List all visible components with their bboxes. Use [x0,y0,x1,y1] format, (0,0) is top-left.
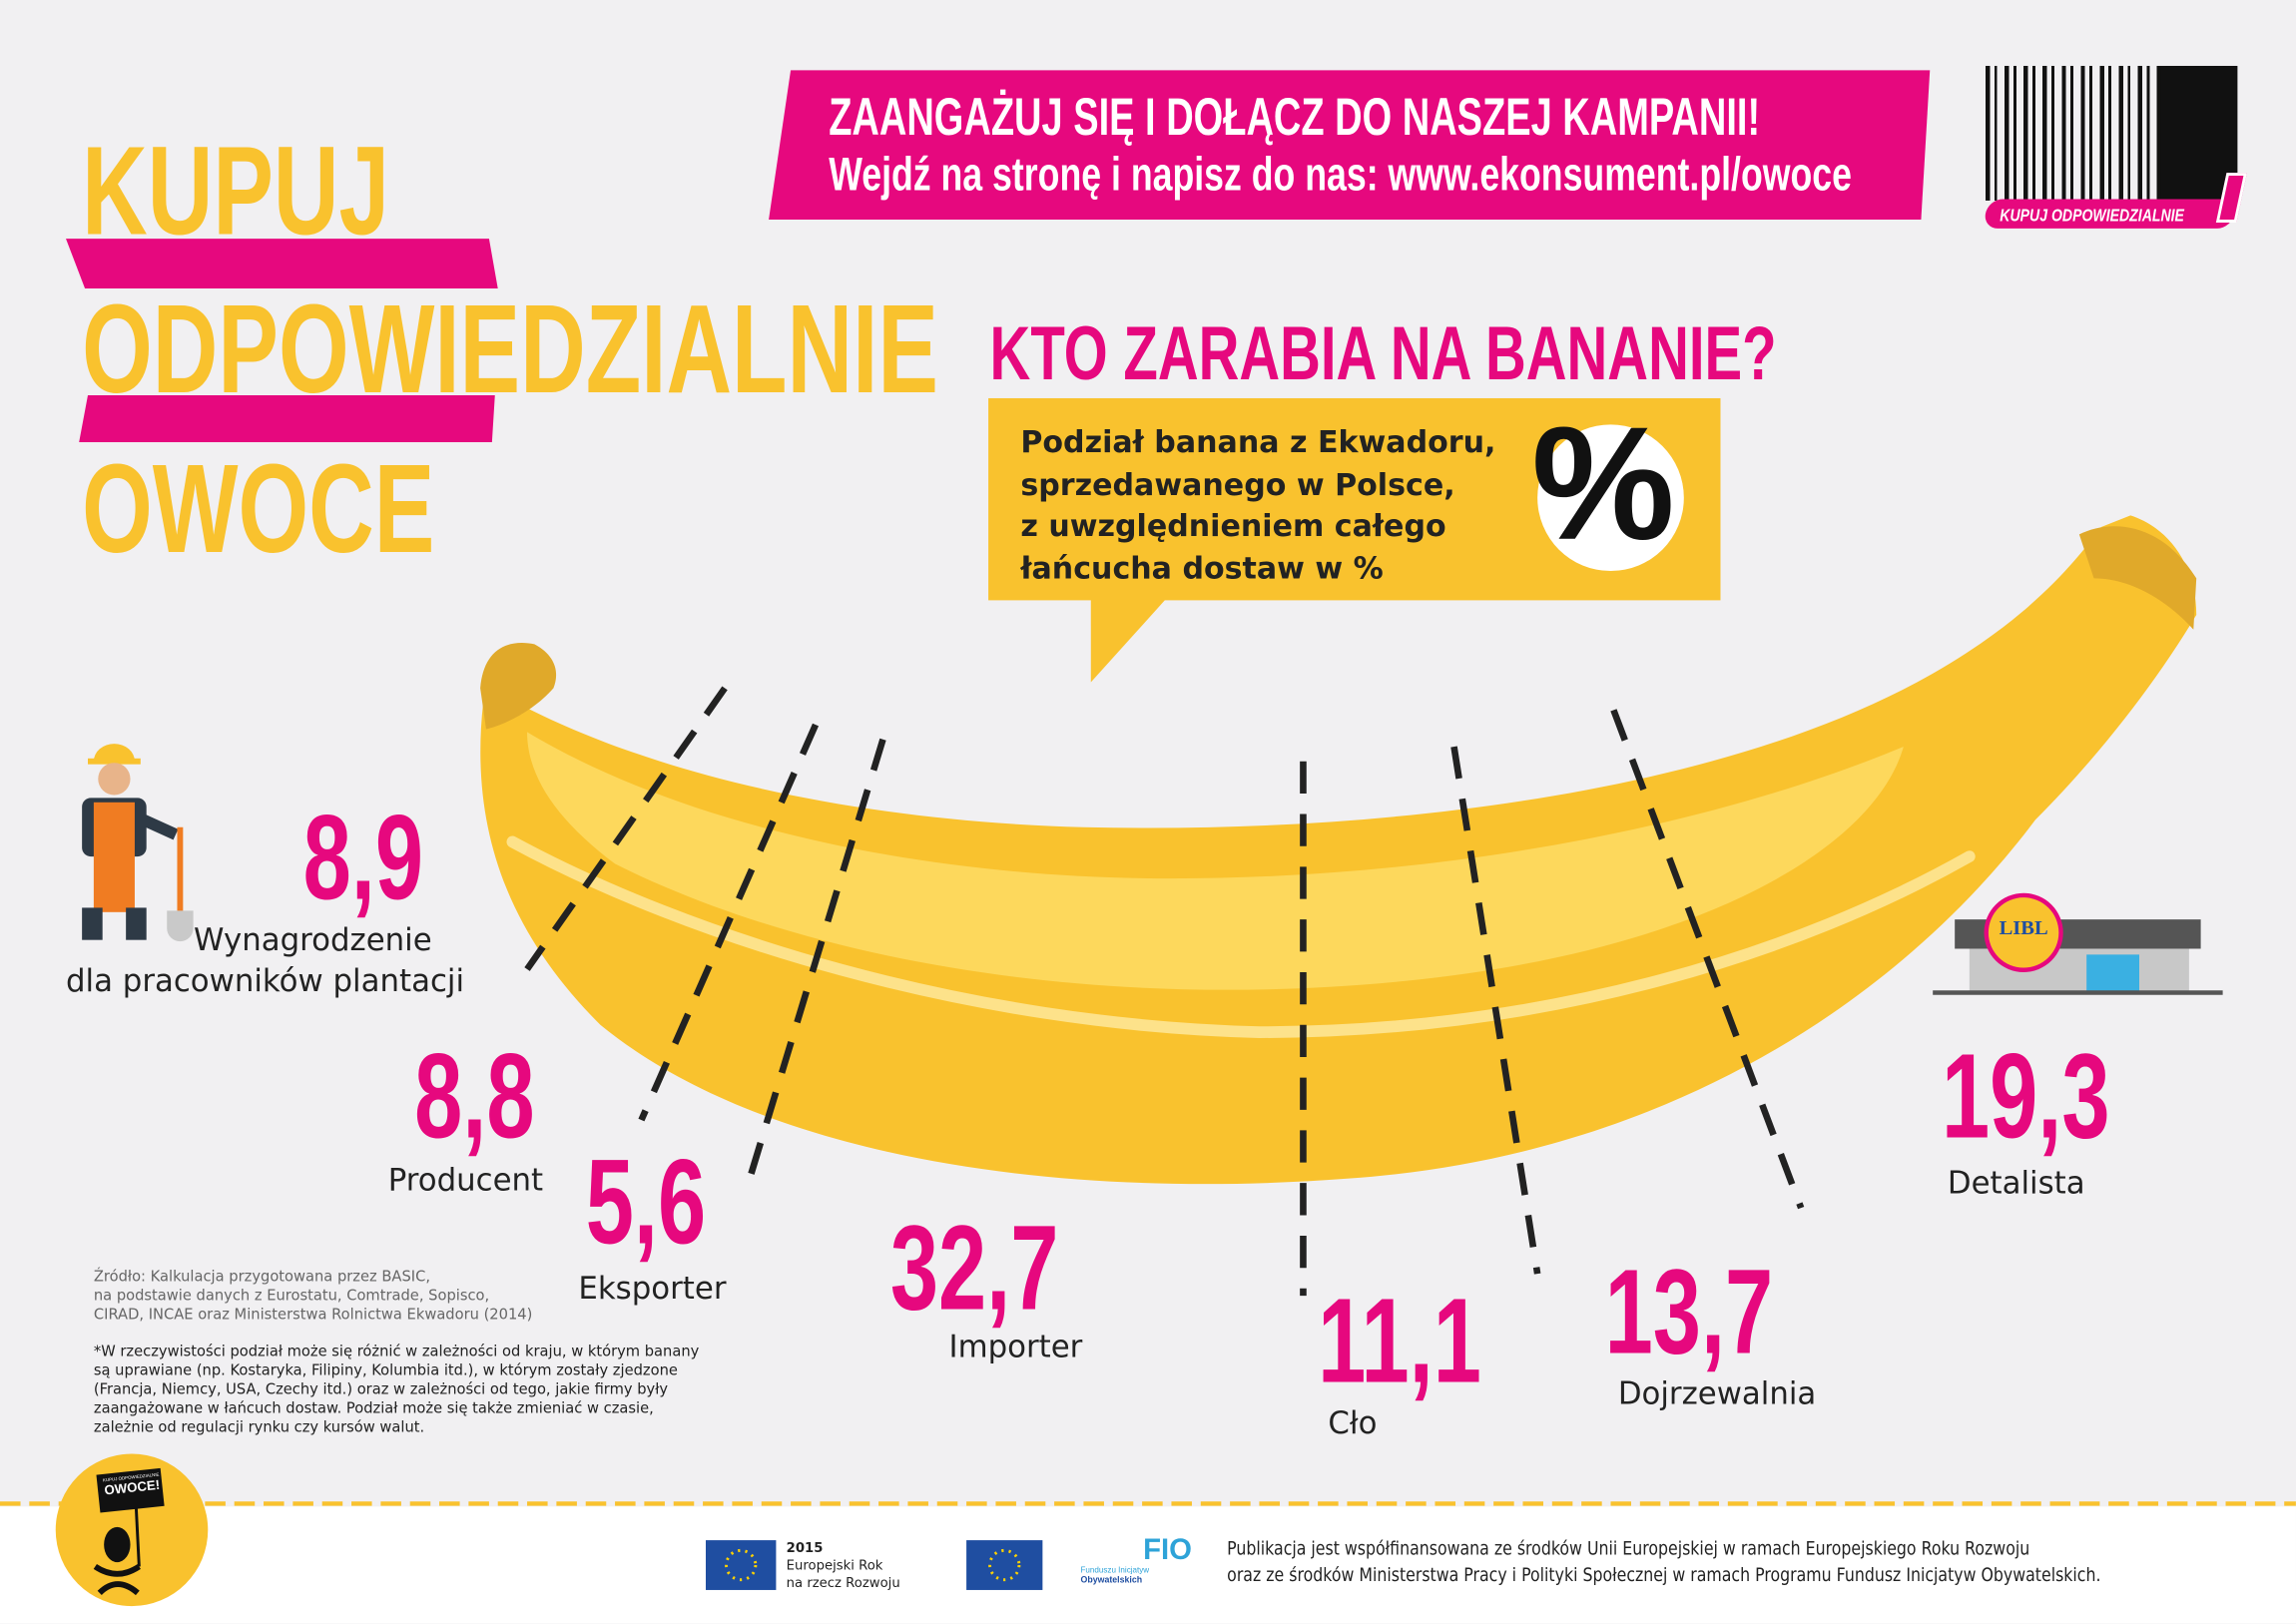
disclaimer-note: *W rzeczywistości podział może się różni… [93,1344,700,1436]
campaign-banner: ZAANGAŻUJ SIĘ I DOŁĄCZ DO NASZEJ KAMPANI… [829,86,1912,202]
label-retailer: Detalista [1947,1165,2085,1201]
division-line [524,686,728,971]
division-line [638,723,820,1122]
value-ripening: 13,7 [1604,1246,1774,1379]
title-stripe-2 [79,395,495,442]
logo-ribbon: KUPUJ ODPOWIEDZIALNIE [1983,199,2237,229]
value-duty: 11,1 [1318,1275,1481,1409]
funding-note: Publikacja jest współfinansowana ze środ… [1227,1537,2101,1586]
info-box-text: Podział banana z Ekwadoru, sprzedawanego… [1020,424,1496,585]
campaign-banner-bg [769,70,1931,221]
title-stripe-1 [66,239,498,288]
eu-flag-icon [705,1540,777,1590]
label-ripening: Dojrzewalnia [1617,1375,1817,1411]
title-line-3: OWOCE [82,439,435,580]
value-importer: 32,7 [889,1202,1059,1336]
value-exporter: 5,6 [585,1136,707,1270]
label-worker-1: Wynagrodzenie [194,922,432,958]
label-producer: Producent [387,1162,544,1198]
value-retailer: 19,3 [1941,1030,2110,1165]
eu-flag-icon [966,1540,1043,1590]
banana-illustration [480,515,2197,1185]
fio-logo: FIO Funduszu Inicjatyw Obywatelskich [1080,1534,1192,1586]
label-worker-2: dla pracowników plantacji [66,963,465,999]
label-exporter: Eksporter [578,1271,727,1307]
logo-text: KUPUJ ODPOWIEDZIALNIE [2000,205,2184,226]
division-line [746,738,886,1180]
barcode-logo-icon [1985,66,2238,201]
eu-year-logo: 2015 Europejski Rok na rzecz Rozwoju [786,1541,900,1592]
source-note: Źródło: Kalkulacja przygotowana przez BA… [93,1269,533,1324]
store-icon [1933,892,2223,995]
division-line [1450,746,1541,1275]
infobox-tail [1090,593,1172,683]
division-line [1610,709,1805,1210]
value-producer: 8,8 [414,1030,535,1165]
store-sign: LIBL [1999,917,2048,940]
plantation-worker-icon [82,744,194,942]
label-duty: Cło [1328,1405,1378,1441]
percent-icon: % [1531,403,1684,572]
banner-headline: ZAANGAŻUJ SIĘ I DOŁĄCZ DO NASZEJ KAMPANI… [829,86,1761,147]
label-importer: Importer [948,1329,1083,1365]
owoce-badge-logo [55,1453,209,1607]
chart-question-title: KTO ZARABIA NA BANANIE? [989,311,1777,397]
info-box: Podział banana z Ekwadoru, sprzedawanego… [988,397,1721,601]
division-lines [524,686,1805,1297]
value-worker: 8,9 [302,792,424,926]
title-line-1: KUPUJ [82,121,390,263]
banner-website-link[interactable]: Wejdź na stronę i napisz do nas: www.eko… [829,148,1852,201]
title-line-2: ODPOWIEDZIALNIE [82,279,938,420]
